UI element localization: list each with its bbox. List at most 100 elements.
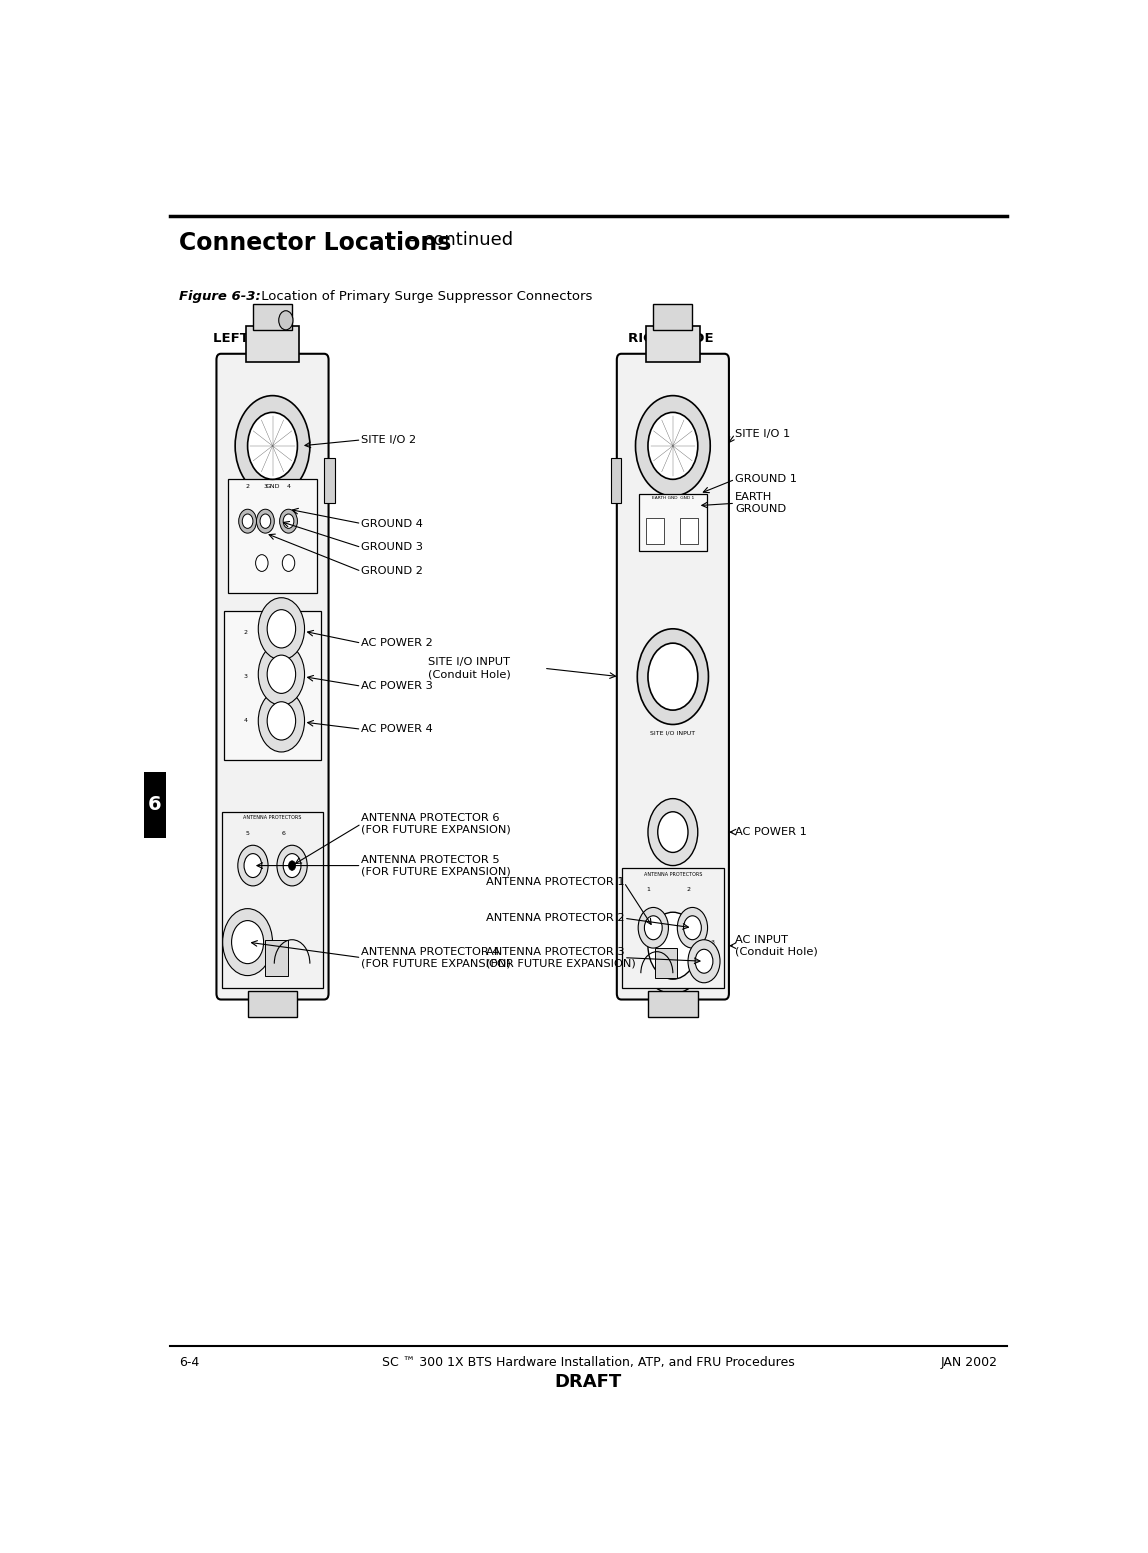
Circle shape (288, 860, 296, 870)
Text: ANTENNA PROTECTOR 2: ANTENNA PROTECTOR 2 (486, 913, 625, 922)
Bar (228, 480, 317, 593)
Text: 2: 2 (687, 887, 691, 891)
Bar (639, 494, 707, 551)
Text: EARTH GND  GND 1: EARTH GND GND 1 (652, 495, 695, 500)
Circle shape (258, 598, 304, 660)
Circle shape (277, 845, 308, 885)
Text: ANTENNA PROTECTOR 6
(FOR FUTURE EXPANSION): ANTENNA PROTECTOR 6 (FOR FUTURE EXPANSIO… (362, 812, 511, 834)
Text: 5: 5 (246, 831, 249, 836)
Text: SC ™ 300 1X BTS Hardware Installation, ATP, and FRU Procedures: SC ™ 300 1X BTS Hardware Installation, A… (382, 1356, 794, 1368)
Text: 2: 2 (246, 485, 249, 489)
Circle shape (235, 396, 310, 495)
Text: 3: 3 (263, 485, 267, 489)
Text: Location of Primary Surge Suppressor Connectors: Location of Primary Surge Suppressor Con… (257, 290, 592, 303)
Text: AC POWER 2: AC POWER 2 (362, 638, 433, 648)
Circle shape (284, 854, 301, 877)
Circle shape (258, 690, 304, 752)
Circle shape (256, 554, 267, 572)
Text: AC INPUT
(Conduit Hole): AC INPUT (Conduit Hole) (735, 935, 817, 957)
Bar (324, 458, 335, 503)
Text: AC POWER 1: AC POWER 1 (735, 828, 807, 837)
Circle shape (232, 921, 264, 963)
Bar (246, 326, 300, 362)
Text: AC INPUT: AC INPUT (658, 997, 688, 1002)
Circle shape (267, 655, 296, 693)
Text: Connector Locations: Connector Locations (179, 230, 451, 255)
Text: AC POWER 3: AC POWER 3 (362, 682, 433, 691)
Text: GROUND 3: GROUND 3 (362, 542, 424, 553)
Text: 2: 2 (243, 631, 248, 635)
Bar (646, 326, 699, 362)
Bar (646, 517, 664, 544)
Circle shape (267, 610, 296, 648)
Text: RIGHT SIDE: RIGHT SIDE (628, 332, 714, 345)
Text: LEFT SIDE: LEFT SIDE (212, 332, 288, 345)
Text: SITE I/O INPUT
(Conduit Hole): SITE I/O INPUT (Conduit Hole) (428, 657, 511, 679)
Circle shape (683, 916, 701, 940)
Text: Figure 6-3:: Figure 6-3: (179, 290, 261, 303)
Text: GROUND 4: GROUND 4 (362, 519, 424, 528)
Text: ANTENNA PROTECTOR 3
(FOR FUTURE EXPANSION): ANTENNA PROTECTOR 3 (FOR FUTURE EXPANSIO… (486, 947, 636, 969)
Circle shape (267, 702, 296, 741)
Text: 6: 6 (281, 831, 285, 836)
Text: ANTENNA PROTECTORS: ANTENNA PROTECTORS (644, 871, 703, 876)
Circle shape (280, 509, 297, 533)
Text: ANTENNA PROTECTOR 1: ANTENNA PROTECTOR 1 (486, 877, 625, 887)
Bar (647, 991, 698, 1017)
Circle shape (248, 413, 297, 480)
Circle shape (696, 949, 713, 974)
Text: JAN 2002: JAN 2002 (940, 1356, 998, 1368)
Text: SITE I/O INPUT: SITE I/O INPUT (650, 730, 696, 736)
Text: 6-4: 6-4 (179, 1356, 200, 1368)
Circle shape (239, 509, 256, 533)
Text: AC POWER 1: AC POWER 1 (653, 871, 692, 876)
Text: SITE I/O 2: SITE I/O 2 (257, 503, 288, 508)
Text: ANTENNA PROTECTOR 4
(FOR FUTURE EXPANSION): ANTENNA PROTECTOR 4 (FOR FUTURE EXPANSIO… (362, 947, 511, 969)
Text: AC POWER: AC POWER (265, 615, 294, 620)
Text: GROUND 2: GROUND 2 (362, 567, 424, 576)
Bar (611, 458, 621, 503)
Text: 4: 4 (243, 719, 248, 724)
Text: 4: 4 (233, 916, 238, 921)
Circle shape (261, 514, 271, 528)
Circle shape (637, 898, 708, 994)
Circle shape (256, 509, 274, 533)
Text: SITE I/O 2: SITE I/O 2 (362, 435, 417, 444)
Text: ANTENNA PROTECTORS: ANTENNA PROTECTORS (243, 815, 302, 820)
Circle shape (647, 643, 698, 710)
Bar (253, 303, 292, 329)
Bar (680, 517, 698, 544)
Text: 1: 1 (646, 887, 650, 891)
Circle shape (647, 912, 698, 980)
Text: DRAFT: DRAFT (554, 1373, 622, 1390)
Circle shape (688, 940, 720, 983)
Bar (265, 940, 288, 975)
Bar (222, 812, 324, 988)
Text: 3: 3 (711, 940, 715, 944)
Bar (653, 303, 692, 329)
FancyBboxPatch shape (217, 354, 328, 1000)
Circle shape (658, 812, 688, 853)
Bar (225, 610, 320, 761)
Text: SITE I/O 1: SITE I/O 1 (735, 429, 791, 439)
Text: GND: GND (265, 485, 280, 489)
Text: 3: 3 (243, 674, 248, 679)
Circle shape (636, 396, 711, 495)
Circle shape (282, 554, 295, 572)
Circle shape (638, 907, 668, 947)
Text: ANTENNA PROTECTOR 5
(FOR FUTURE EXPANSION): ANTENNA PROTECTOR 5 (FOR FUTURE EXPANSIO… (362, 854, 511, 876)
Text: AC POWER 4: AC POWER 4 (362, 724, 433, 735)
Circle shape (647, 413, 698, 480)
Circle shape (637, 629, 708, 725)
Circle shape (284, 514, 294, 528)
Circle shape (245, 854, 262, 877)
Circle shape (238, 845, 269, 885)
Circle shape (242, 514, 253, 528)
Text: 4: 4 (287, 485, 290, 489)
Circle shape (279, 311, 293, 329)
Text: SITE I/O 1: SITE I/O 1 (658, 503, 688, 508)
FancyBboxPatch shape (616, 354, 729, 1000)
Text: GROUND 1: GROUND 1 (735, 474, 797, 485)
Circle shape (647, 798, 698, 865)
Bar (622, 868, 723, 988)
